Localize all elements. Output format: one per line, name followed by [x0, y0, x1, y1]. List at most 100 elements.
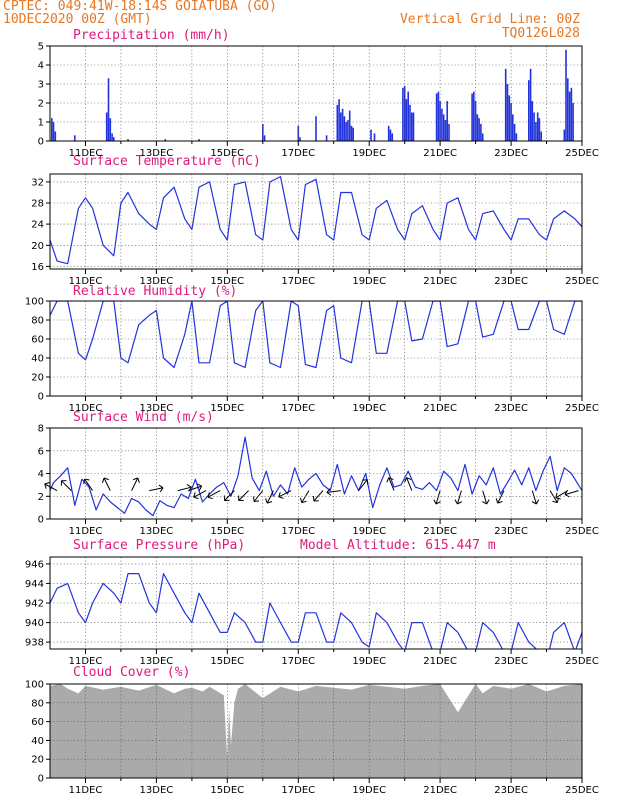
wind-arrowhead	[406, 477, 412, 481]
model-altitude-label: Model Altitude: 615.447 m	[300, 538, 496, 553]
wind-arrowhead	[457, 501, 463, 505]
temp-ytick-label: 28	[31, 199, 44, 210]
wind-arrowhead	[495, 498, 499, 504]
wind-xtick-label: 25DEC	[565, 526, 599, 537]
precip-bar	[347, 120, 349, 141]
cloud-ytick-label: 60	[31, 717, 44, 728]
precip-xtick-label: 23DEC	[494, 148, 528, 159]
temp-ytick-label: 32	[31, 177, 44, 188]
temp-ytick-label: 16	[31, 262, 44, 273]
wind-ytick-label: 0	[38, 515, 44, 526]
cloud-xtick-label: 19DEC	[352, 785, 386, 796]
precip-ytick-label: 0	[38, 137, 44, 148]
wind-arrowhead	[552, 500, 558, 504]
wind-arrow	[84, 478, 94, 491]
wind-arrowhead	[137, 477, 140, 483]
wind-arrowhead	[132, 477, 138, 481]
precip-bar	[352, 127, 354, 141]
precip-bar	[373, 133, 376, 141]
precip-bar	[51, 118, 53, 141]
wind-arrowhead	[433, 499, 437, 505]
precip-bar	[340, 112, 342, 141]
precip-bar	[403, 85, 406, 141]
precip-bar	[478, 118, 480, 141]
wind-arrowhead	[186, 484, 192, 488]
wind-arrow	[193, 490, 207, 498]
precip-bar	[263, 135, 266, 141]
rh-xtick-label: 17DEC	[281, 403, 315, 414]
wind-ytick-label: 2	[38, 492, 44, 503]
precip-bar	[572, 103, 574, 141]
wind-xtick-label: 23DEC	[494, 526, 528, 537]
precip-bar	[412, 112, 415, 141]
wind-xtick-label: 13DEC	[140, 526, 174, 537]
precip-bar	[348, 110, 351, 141]
pres-xtick-label: 25DEC	[565, 656, 599, 667]
pres-ytick-label: 946	[25, 559, 44, 570]
precip-xtick-label: 15DEC	[210, 148, 244, 159]
temp-xtick-label: 13DEC	[140, 276, 174, 287]
precip-bar	[54, 131, 57, 141]
rh-ytick-label: 100	[25, 297, 44, 308]
temp-xtick-label: 15DEC	[210, 276, 244, 287]
wind-arrowhead	[44, 483, 47, 489]
precip-bar	[508, 95, 511, 141]
wind-arrowhead	[435, 501, 441, 505]
precip-bar	[565, 49, 567, 141]
wind-arrow	[435, 490, 441, 505]
precip-bar	[442, 114, 445, 141]
wind-arrowhead	[102, 477, 105, 483]
wind-xtick-label: 17DEC	[281, 526, 315, 537]
wind-arrowhead	[362, 479, 368, 481]
cloud-xtick-label: 25DEC	[565, 785, 599, 796]
wind-arrow	[358, 479, 368, 491]
panel-title-wind: Surface Wind (m/s)	[73, 410, 214, 425]
pres-xtick-label: 15DEC	[210, 656, 244, 667]
temp-xtick-label: 11DEC	[69, 276, 103, 287]
wind-arrowhead	[386, 477, 390, 483]
wind-series-line	[50, 436, 582, 517]
wind-arrow	[497, 490, 505, 504]
precip-bar	[515, 133, 518, 141]
precip-bar	[387, 125, 390, 141]
rh-ytick-label: 20	[31, 373, 44, 384]
precip-bar	[391, 133, 394, 141]
precip-xtick-label: 21DEC	[423, 148, 457, 159]
temp-frame	[49, 173, 583, 270]
wind-arrow	[278, 490, 292, 498]
precip-bar	[535, 122, 537, 141]
cloud-ytick-label: 20	[31, 755, 44, 766]
wind-arrowhead	[193, 496, 199, 500]
cloud-ytick-label: 80	[31, 698, 44, 709]
panel-title-humidity: Relative Humidity (%)	[73, 284, 238, 299]
rh-ytick-label: 60	[31, 335, 44, 346]
wind-ytick-label: 8	[38, 424, 44, 435]
wind-arrowhead	[564, 494, 570, 498]
pres-xtick-label: 17DEC	[281, 656, 315, 667]
precip-ytick-label: 2	[38, 99, 44, 110]
wind-arrowhead	[254, 500, 260, 502]
wind-arrowhead	[103, 477, 109, 481]
precip-bar	[533, 112, 535, 141]
cloud-ytick-label: 40	[31, 736, 44, 747]
precip-bar	[345, 122, 347, 141]
precip-bar	[409, 104, 411, 141]
precip-bar	[528, 80, 530, 141]
wind-arrow	[266, 490, 274, 504]
pres-xtick-label: 19DEC	[352, 656, 386, 667]
precip-bar	[297, 125, 300, 141]
pres-ytick-label: 944	[25, 579, 44, 590]
precip-bar	[341, 108, 344, 141]
precip-bar	[107, 78, 110, 141]
precip-bar	[476, 114, 479, 141]
cloud-xtick-label: 13DEC	[140, 785, 174, 796]
wind-arrow	[188, 485, 202, 492]
cloud-xtick-label: 17DEC	[281, 785, 315, 796]
wind-arrowhead	[531, 501, 537, 505]
temp-ytick-label: 24	[31, 220, 44, 231]
wind-arrow	[531, 490, 537, 505]
precip-bar	[570, 87, 573, 141]
precip-bar	[315, 116, 317, 141]
precip-bar	[531, 101, 534, 141]
precip-bar	[529, 68, 532, 141]
